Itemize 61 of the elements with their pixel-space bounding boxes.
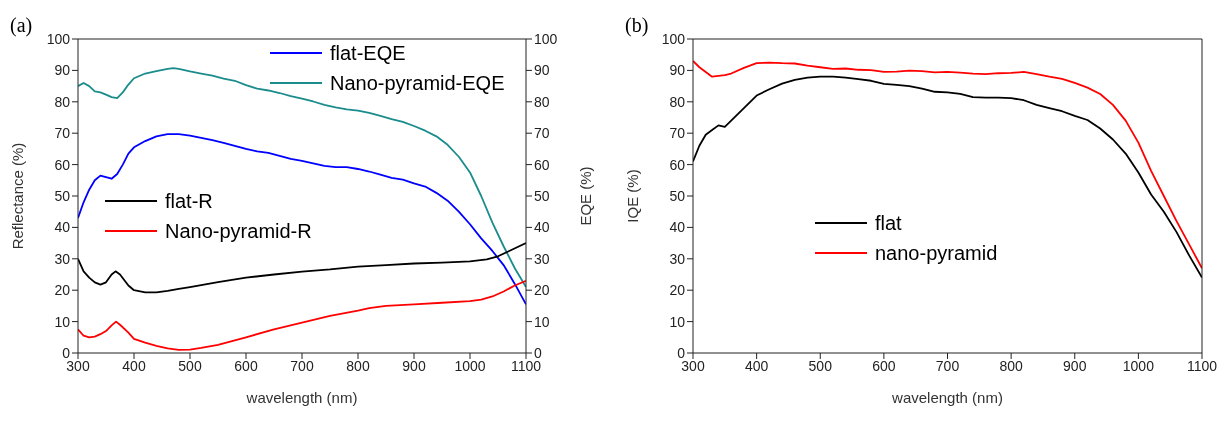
y-tick-label: 20 [669,282,686,299]
y-tick-label: 80 [54,93,71,110]
x-axis-title: wavelength (nm) [891,389,1003,406]
x-tick-label: 900 [1063,357,1087,374]
y-axis-title: Reflectance (%) [9,142,27,250]
y-tick-label: 100 [661,30,686,47]
legend-label: Nano-pyramid-R [165,219,312,243]
y2-tick-label: 100 [534,30,558,47]
x-tick-label: 1000 [454,357,486,374]
legend-label: flat [875,211,902,235]
chart-title: (b) [625,14,649,37]
y2-axis-title: EQE (%) [577,166,595,226]
y-tick-label: 30 [669,250,686,267]
y-tick-label: 30 [54,250,71,267]
x-tick-label: 400 [744,357,769,374]
y-tick-label: 40 [669,219,686,236]
y2-tick-label: 20 [534,282,550,299]
x-tick-label: 700 [290,357,314,374]
y-tick-label: 40 [54,219,71,236]
x-tick-label: 600 [872,357,896,374]
line-series [78,242,526,294]
x-axis-title: wavelength (nm) [245,389,358,406]
y2-tick-label: 30 [534,250,550,267]
y-tick-label: 50 [669,187,686,204]
y2-tick-label: 40 [534,219,550,236]
y2-tick-label: 70 [534,125,550,142]
chart-title: (a) [10,14,33,37]
x-tick-label: 500 [808,357,833,374]
y-tick-label: 10 [669,313,686,330]
line-series [78,67,526,288]
y-tick-label: 80 [669,93,686,110]
x-tick-label: 800 [346,357,370,374]
x-tick-label: 1000 [1122,357,1155,374]
x-tick-label: 700 [935,357,960,374]
x-tick-label: 600 [234,357,258,374]
y-tick-label: 10 [54,313,71,330]
legend-label: nano-pyramid [875,241,998,265]
y2-tick-label: 10 [534,313,550,330]
x-tick-label: 1100 [1186,357,1218,374]
x-tick-label: 900 [402,357,426,374]
y-tick-label: 50 [54,187,71,204]
y-tick-label: 90 [54,62,71,79]
legend-label: flat-EQE [330,41,406,65]
x-tick-label: 400 [122,357,146,374]
line-series [78,133,526,306]
y-tick-label: 60 [54,156,71,173]
y2-tick-label: 90 [534,62,550,79]
y2-tick-label: 60 [534,156,550,173]
y-tick-label: 90 [669,62,686,79]
legend-label: flat-R [165,189,213,213]
y-axis-title: IQE (%) [624,169,642,223]
y-tick-label: 100 [46,30,71,47]
y2-tick-label: 50 [534,187,550,204]
y-tick-label: 70 [669,125,686,142]
x-tick-label: 800 [999,357,1024,374]
y-tick-label: 70 [54,125,71,142]
legend-label: Nano-pyramid-EQE [330,71,505,95]
y-tick-label: 60 [669,156,686,173]
y2-tick-label: 80 [534,93,550,110]
x-tick-label: 500 [178,357,202,374]
y-tick-label: 20 [54,282,71,299]
